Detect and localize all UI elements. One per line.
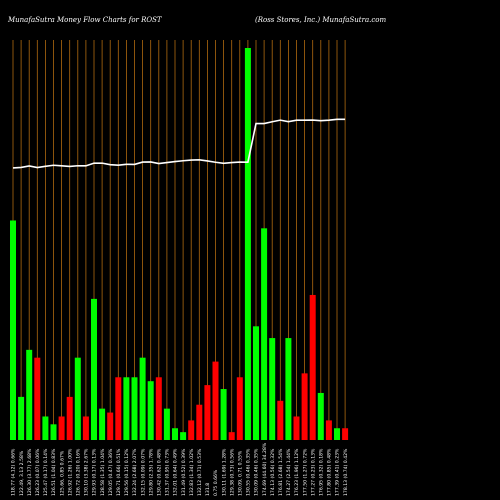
volume-bar: [220, 389, 227, 440]
volume-bar: [244, 48, 251, 440]
volume-bar: [301, 373, 308, 440]
x-tick-label: 129.38 (0.73) 0.56%: [229, 448, 235, 496]
volume-bar: [74, 357, 81, 440]
volume-bar: [269, 338, 276, 440]
volume-bar: [91, 298, 97, 440]
x-tick-label: 126.51 (1.04) 0.83%: [51, 448, 57, 496]
x-tick-label: 125.47 (0.17) 0.14%: [43, 448, 49, 496]
volume-bar: [58, 416, 65, 440]
x-tick-label: 178.13 (0.74) 0.42%: [343, 448, 349, 496]
x-tick-label: 132.24 (2.68) 2.07%: [132, 448, 138, 496]
x-tick-label: 132.12 (0.71) 0.53%: [197, 448, 203, 496]
volume-bar: [82, 416, 89, 440]
x-tick-label: 0.75 0.66%: [213, 469, 219, 496]
x-tick-label: 130.10 (3.38) 2.67%: [84, 448, 90, 496]
x-tick-label: 131.49 (0.52) 0.39%: [181, 448, 187, 496]
x-tick-label: 129.71 (0.66) 0.51%: [116, 448, 122, 496]
x-tick-label: 174.69 (44.60) 34.28%: [262, 442, 268, 496]
volume-bar: [285, 338, 292, 440]
volume-bar: [155, 377, 162, 440]
x-tick-label: 132.83 (1.34) 1.02%: [189, 448, 195, 496]
x-tick-label: 177.80 (0.85) 0.48%: [327, 448, 333, 496]
x-tick-label: 177.50 (1.27) 0.72%: [302, 448, 308, 496]
x-tick-label: 129.56 (0.15) 0.12%: [124, 448, 130, 496]
volume-bar: [317, 392, 324, 440]
volume-bar: [42, 416, 49, 440]
x-tick-label: 177.39 (0.41) 0.23%: [335, 448, 341, 496]
x-tick-label: 126.72 (0.20) 0.16%: [76, 448, 82, 496]
x-tick-label: 122.49, 3.13 2.58%: [19, 450, 25, 496]
x-tick-label: 174.13 (0.56) 0.32%: [270, 448, 276, 496]
volume-bar: [236, 377, 243, 440]
price-line: [12, 118, 346, 169]
volume-bar: [228, 432, 235, 440]
x-tick-label: 129.93 (0.17) 0.13%: [92, 448, 98, 496]
volume-bar: [26, 349, 33, 440]
x-tick-label: 128.58 (1.35) 1.04%: [100, 448, 106, 496]
x-tick-label: 130.42 (0.62) 0.48%: [157, 448, 163, 496]
x-tick-label: 131.37 (0.95) 0.73%: [165, 448, 171, 496]
x-tick-label: 177.27 (0.23) 0.13%: [310, 448, 316, 496]
x-tick-label: 132.15 (0.09) 0.07%: [140, 448, 146, 496]
volume-bar: [99, 408, 106, 440]
volume-bar: [293, 416, 300, 440]
volume-bar: [188, 420, 195, 440]
volume-bar: [50, 424, 57, 440]
volume-bar: [123, 377, 130, 440]
volume-bar: [196, 404, 203, 440]
chart-header-right: (Ross Stores, Inc.) MunafaSutra.com: [255, 16, 386, 24]
x-tick-label: 176.95 (0.32) 0.18%: [319, 448, 325, 496]
volume-bar: [115, 377, 122, 440]
volume-bar: [261, 228, 268, 440]
volume-bar: [18, 396, 25, 440]
volume-bar: [163, 408, 170, 440]
volume-bar: [334, 428, 340, 440]
volume-bar: [204, 385, 211, 440]
volume-bar: [107, 412, 114, 440]
x-tick-label: 129.05 (0.47) 0.36%: [108, 448, 114, 496]
volume-bar: [253, 326, 259, 440]
x-tick-label: 176.23 (1.96) 1.12%: [294, 448, 300, 496]
x-tick-label: 130.55 (0.46) 0.35%: [246, 448, 252, 496]
x-tick-label: 126.23 (0.07) 0.06%: [35, 448, 41, 496]
x-axis-tick-labels: 118.77 (4.12) 0.66% 122.49, 3.13 2.58% 126…: [11, 442, 349, 496]
x-tick-label: 129.80 (2.35) 1.78%: [148, 448, 154, 496]
volume-bar: [325, 420, 332, 440]
x-tick-label: 131.8: [205, 483, 211, 496]
volume-bar: [34, 357, 41, 440]
volume-bar: [147, 381, 154, 440]
volume-bar: [139, 357, 146, 440]
x-tick-label: 176.81 (2.68) 1.54%: [278, 448, 284, 496]
x-tick-label: 174.27 (2.54) 1.44%: [286, 448, 292, 496]
volume-bar: [172, 428, 178, 440]
volume-bar: [10, 220, 16, 440]
volume-bar: [66, 396, 73, 440]
x-tick-label: 118.77 (4.12) 0.66%: [11, 448, 17, 496]
x-tick-label: 130.11 (1.69) 1.28%: [221, 448, 227, 496]
x-tick-label: 130.09 (0.46) 0.35%: [254, 448, 260, 496]
volume-bar: [180, 432, 187, 440]
x-tick-label: 132.01 (0.64) 0.49%: [173, 448, 179, 496]
volume-bars: [10, 48, 349, 440]
volume-bar: [277, 400, 284, 440]
volume-bar: [309, 294, 316, 440]
volume-bar: [131, 377, 138, 440]
volume-bar: [212, 361, 219, 440]
volume-bar: [342, 428, 349, 440]
x-tick-label: 126.30 (3.77) 2.68%: [27, 448, 33, 496]
chart-header-left: MunafaSutra Money Flow Charts for ROST: [7, 16, 163, 24]
x-tick-label: 125.66, 0.85 0.67%: [59, 450, 65, 496]
x-tick-label: 126.92 (1.26) 1.00%: [67, 448, 73, 496]
x-tick-label: 130.09, 0.71 0.55%: [238, 450, 244, 496]
